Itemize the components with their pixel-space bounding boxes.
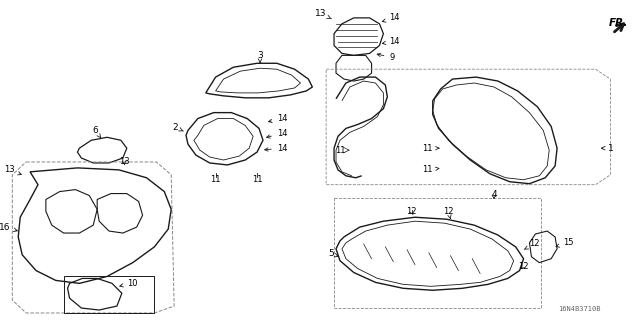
Text: 11: 11 (335, 146, 346, 155)
Text: 16: 16 (0, 223, 17, 232)
Text: 14: 14 (265, 144, 287, 153)
Text: 13: 13 (119, 157, 129, 166)
Text: 12: 12 (518, 262, 528, 271)
Text: 11: 11 (422, 144, 439, 153)
Text: 9: 9 (377, 53, 395, 62)
Text: 6: 6 (92, 126, 100, 138)
Text: 11: 11 (252, 175, 262, 184)
Text: 11: 11 (422, 165, 439, 174)
Text: 12: 12 (444, 207, 454, 219)
Text: 3: 3 (257, 51, 263, 63)
Text: 4: 4 (491, 190, 497, 199)
Text: 5: 5 (328, 249, 338, 258)
Text: 10: 10 (120, 279, 138, 288)
Text: 14: 14 (267, 129, 287, 138)
Text: 15: 15 (556, 238, 573, 247)
Text: 14: 14 (382, 13, 400, 22)
Text: 12: 12 (524, 239, 540, 249)
Text: 13: 13 (4, 165, 21, 175)
Text: FR.: FR. (609, 18, 628, 28)
Text: 11: 11 (211, 175, 221, 184)
Text: 13: 13 (315, 9, 332, 19)
Text: 14: 14 (269, 114, 287, 123)
Text: 14: 14 (382, 37, 400, 46)
Text: 1: 1 (602, 144, 614, 153)
Text: 12: 12 (406, 207, 416, 216)
Text: 2: 2 (173, 123, 184, 132)
Text: 16N4B3710B: 16N4B3710B (558, 306, 600, 312)
